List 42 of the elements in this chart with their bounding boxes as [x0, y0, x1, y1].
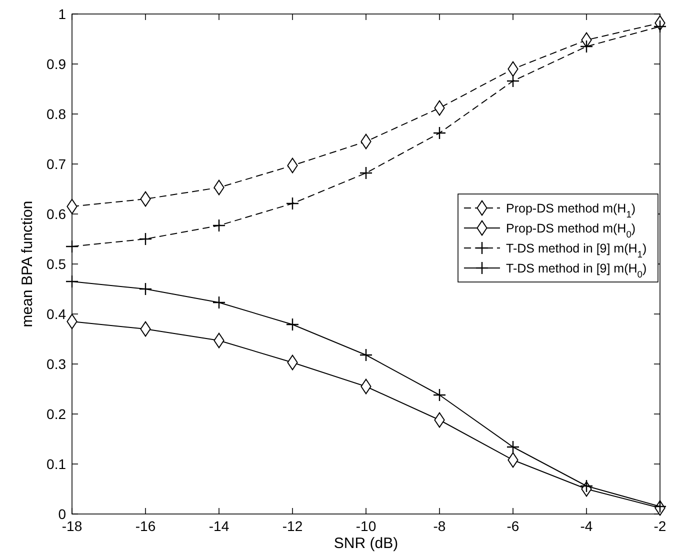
point — [286, 196, 300, 210]
x-tick-label: -14 — [208, 518, 230, 534]
y-tick-label: 0.9 — [46, 56, 66, 72]
point — [138, 282, 152, 296]
point — [359, 166, 373, 180]
y-tick-label: 0.6 — [46, 206, 66, 222]
x-tick-label: -8 — [433, 518, 446, 534]
point — [286, 318, 300, 332]
x-tick-label: -4 — [580, 518, 593, 534]
y-tick-label: 0.4 — [46, 306, 66, 322]
point — [580, 40, 594, 54]
x-tick-label: -2 — [654, 518, 666, 534]
y-tick-label: 0.8 — [46, 106, 66, 122]
point — [506, 440, 520, 454]
x-tick-label: -6 — [506, 518, 520, 534]
point — [432, 388, 446, 402]
point — [653, 500, 667, 514]
y-tick-label: 0.7 — [46, 156, 66, 172]
point — [432, 126, 446, 140]
y-tick-label: 1 — [58, 6, 66, 22]
y-tick-label: 0.2 — [46, 406, 66, 422]
point — [359, 348, 373, 362]
legend-label: Prop-DS method m(H$_{0}$) — [506, 221, 636, 240]
y-tick-label: 0.5 — [46, 256, 66, 272]
point — [138, 232, 152, 246]
y-axis-title: mean BPA function — [19, 200, 36, 328]
legend-label: Prop-DS method m(H$_{1}$) — [506, 201, 636, 220]
x-axis-title: SNR (dB) — [334, 535, 398, 552]
point — [212, 296, 226, 310]
x-tick-label: -16 — [135, 518, 156, 534]
legend-label: T-DS method in [9] m(H$_{0}$) — [506, 261, 647, 280]
legend-label: T-DS method in [9] m(H$_{1}$) — [506, 241, 647, 260]
point — [212, 218, 226, 232]
x-tick-label: -10 — [356, 518, 376, 534]
y-tick-label: 0.1 — [46, 456, 66, 472]
point — [65, 274, 79, 288]
x-tick-label: -12 — [282, 518, 303, 534]
point — [580, 479, 594, 493]
point — [65, 240, 79, 254]
point — [653, 20, 667, 34]
y-tick-label: 0.3 — [46, 356, 66, 372]
point — [506, 74, 520, 88]
